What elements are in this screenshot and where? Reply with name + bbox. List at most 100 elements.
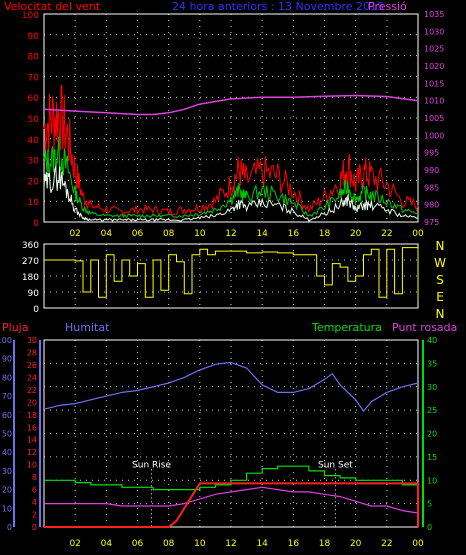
- temp-y-tick: 40: [427, 336, 437, 345]
- pressure-y-tick: 1015: [424, 79, 444, 88]
- rain-y-tick: 24: [27, 373, 37, 382]
- rain-y-tick: 0: [32, 523, 37, 532]
- rain-y-tick: 30: [27, 336, 37, 345]
- wind-y-tick: 40: [28, 136, 40, 146]
- sun-marker-label: Sun Set: [318, 460, 353, 470]
- direction-letter: N: [436, 307, 445, 321]
- humidity-y-tick: 20: [2, 486, 12, 495]
- rain-line: [44, 482, 419, 528]
- hour-tick-label: 00: [412, 539, 424, 549]
- direction-letter: E: [436, 290, 444, 304]
- panel1-title: 24 hora anteriors : 13 Novembre 2015: [172, 0, 384, 13]
- direction-line: [44, 247, 419, 301]
- temp-y-tick: 0: [427, 523, 432, 532]
- wind-y-tick: 20: [28, 177, 40, 187]
- wind-min-line: [43, 165, 419, 222]
- pressure-y-tick: 975: [424, 218, 439, 227]
- hour-tick-label: 10: [194, 229, 206, 239]
- rain-y-tick: 10: [27, 461, 37, 470]
- hour-tick-label: 22: [381, 539, 392, 549]
- pressure-y-tick: 1020: [424, 62, 444, 71]
- pressure-y-tick: 995: [424, 149, 439, 158]
- wind-y-tick: 30: [28, 157, 40, 167]
- pressure-y-tick: 980: [424, 201, 439, 210]
- pressure-y-tick: 1025: [424, 45, 444, 54]
- rain-y-tick: 26: [27, 361, 37, 370]
- wind-y-tick: 80: [28, 53, 40, 63]
- hour-tick-label: 16: [288, 229, 300, 239]
- rain-y-tick: 14: [27, 436, 37, 445]
- wind-y-tick: 90: [28, 32, 40, 42]
- pressure-y-tick: 1000: [424, 131, 444, 140]
- direction-letter: N: [436, 239, 445, 253]
- direction-y-tick: 180: [22, 273, 39, 283]
- pressure-y-tick: 990: [424, 166, 439, 175]
- hour-tick-label: 18: [319, 229, 331, 239]
- hour-tick-label: 10: [194, 539, 206, 549]
- hour-tick-label: 20: [350, 539, 362, 549]
- humidity-line: [43, 361, 419, 412]
- hour-tick-label: 16: [288, 539, 300, 549]
- humidity-y-tick: 0: [7, 523, 12, 532]
- hour-tick-label: 18: [319, 539, 331, 549]
- hour-tick-label: 12: [225, 229, 236, 239]
- temp-y-tick: 35: [427, 359, 437, 368]
- rain-y-tick: 8: [32, 473, 37, 482]
- sun-marker-label: Sun Rise: [132, 460, 171, 470]
- hour-tick-label: 20: [350, 229, 362, 239]
- pressure-y-tick: 1010: [424, 97, 444, 106]
- humidity-label: Humitat: [65, 321, 110, 334]
- hour-tick-label: 08: [163, 229, 175, 239]
- pressure-y-tick: 1035: [424, 10, 444, 19]
- humidity-y-tick: 50: [2, 430, 12, 439]
- wind-y-tick: 50: [28, 115, 40, 125]
- rain-label: Pluja: [2, 321, 28, 334]
- wind-avg-line: [43, 136, 418, 219]
- temp-y-tick: 15: [427, 453, 437, 462]
- hour-tick-label: 02: [69, 539, 80, 549]
- humidity-y-tick: 70: [2, 392, 12, 401]
- hour-tick-label: 04: [101, 229, 113, 239]
- hour-tick-label: 08: [163, 539, 175, 549]
- temp-y-tick: 30: [427, 383, 437, 392]
- rain-y-tick: 12: [27, 448, 37, 457]
- temperature-label: Temperatura: [311, 321, 382, 334]
- hour-tick-label: 06: [132, 229, 144, 239]
- wind-y-tick: 0: [33, 219, 39, 229]
- humidity-y-tick: 30: [2, 467, 12, 476]
- humidity-y-tick: 80: [2, 373, 12, 382]
- humidity-y-tick: 90: [2, 355, 12, 364]
- direction-letter: W: [434, 256, 446, 270]
- temp-y-tick: 5: [427, 500, 432, 509]
- rain-y-tick: 2: [32, 511, 37, 520]
- direction-y-tick: 90: [28, 289, 40, 299]
- direction-y-tick: 0: [33, 305, 39, 315]
- hour-tick-label: 02: [69, 229, 80, 239]
- temperature-line: [44, 465, 419, 491]
- hour-tick-label: 06: [132, 539, 144, 549]
- pressure-y-tick: 1005: [424, 114, 444, 123]
- dew-point-line: [44, 486, 419, 514]
- direction-y-tick: 360: [22, 241, 39, 251]
- pressure-y-tick: 985: [424, 183, 439, 192]
- humidity-y-tick: 40: [2, 448, 12, 457]
- hour-tick-label: 14: [256, 539, 268, 549]
- hour-tick-label: 12: [225, 539, 236, 549]
- pressure-label: Pressió: [368, 0, 407, 13]
- rain-y-tick: 20: [27, 398, 37, 407]
- hour-tick-label: 00: [412, 229, 424, 239]
- rain-y-tick: 28: [27, 348, 37, 357]
- humidity-y-tick: 60: [2, 411, 12, 420]
- rain-y-tick: 4: [32, 498, 37, 507]
- wind-y-tick: 60: [28, 94, 40, 104]
- humidity-y-tick: 10: [2, 504, 12, 513]
- rain-y-tick: 22: [27, 386, 37, 395]
- humidity-y-tick: 100: [0, 336, 12, 345]
- rain-y-tick: 16: [27, 423, 37, 432]
- wind-speed-label: Velocitat del vent: [4, 0, 101, 13]
- hour-tick-label: 04: [101, 539, 113, 549]
- wind-gust-line: [43, 84, 419, 217]
- pressure-y-tick: 1030: [424, 27, 444, 36]
